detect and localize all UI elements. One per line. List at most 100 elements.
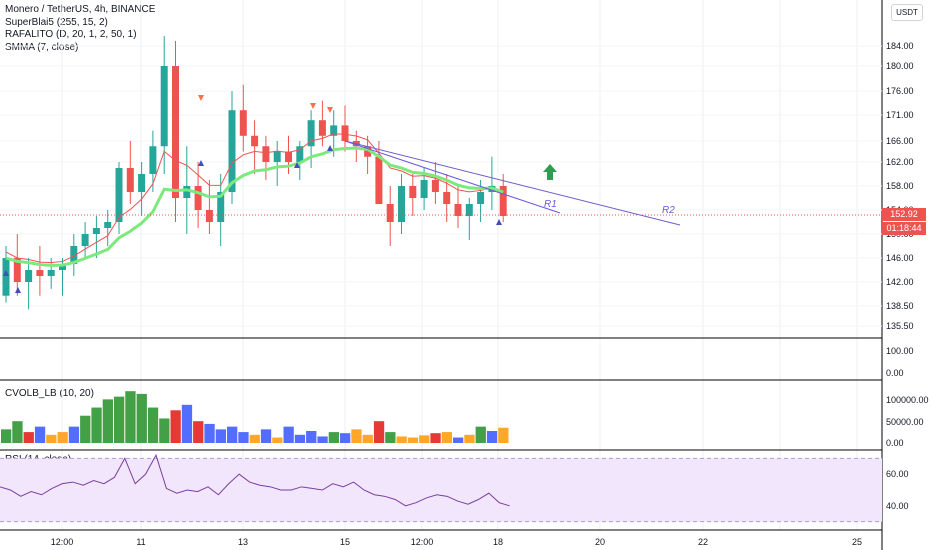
candle-body (2, 258, 10, 296)
smma-line (5, 146, 504, 267)
candle-body (149, 146, 157, 174)
cvol-legend[interactable]: CVOLB_LB (10, 20) (5, 388, 94, 399)
axis-tick-label: 176.00 (886, 86, 914, 96)
buy-signal-icon (294, 162, 300, 168)
cvol-bar (159, 418, 170, 443)
buy-signal-icon (496, 219, 502, 225)
axis-tick-label: 146.00 (886, 253, 914, 263)
cvol-bar (215, 429, 226, 443)
buy-signal-icon (327, 145, 333, 151)
trendline-r1 (344, 140, 561, 214)
cvol-bar (272, 437, 283, 443)
cvol-bar (136, 393, 147, 443)
cvol-bar (147, 407, 159, 443)
cvol-bar (181, 404, 193, 443)
axis-tick-label: 0.00 (886, 438, 904, 448)
cvol-bar (475, 426, 486, 443)
axis-tick-label: 0.00 (886, 368, 904, 378)
candle-body (194, 186, 202, 210)
axis-tick-label: 60.00 (886, 469, 909, 480)
candle-body (285, 151, 292, 162)
indicator-superblai5[interactable]: SuperBlai5 (255, 15, 2) (5, 16, 108, 28)
time-tick-label: 11 (136, 537, 146, 547)
cvol-bar (430, 433, 441, 443)
sell-signal-icon (198, 95, 204, 101)
cvol-bar (306, 431, 317, 443)
main-legend: Monero / TetherUS, 4h, BINANCE SuperBlai… (5, 4, 155, 54)
axis-tick-label: 162.00 (886, 157, 914, 167)
cvol-bar (260, 429, 272, 443)
axis-tick-label: 158.00 (886, 181, 914, 191)
cvol-bar (486, 431, 498, 443)
cvol-bar (317, 436, 328, 443)
candle-body (115, 168, 123, 222)
cvol-bar (125, 391, 136, 443)
indicator-rafalito[interactable]: RAFALITO (D, 20, 1, 2, 50, 1) (5, 29, 137, 40)
time-tick-label: 12:00 (50, 537, 74, 547)
candle-body (81, 234, 89, 246)
candle-body (92, 228, 100, 234)
cvol-bar (46, 434, 57, 443)
candle-body (364, 146, 372, 157)
last-price-tag: 152.92 (882, 208, 926, 221)
candle-body (59, 264, 66, 270)
candle-body (13, 258, 21, 282)
cvol-bar (170, 410, 181, 443)
time-tick-label: 20 (594, 537, 606, 547)
trendline-r2 (344, 140, 681, 226)
cvol-bar (328, 432, 339, 443)
candle-body (420, 180, 428, 198)
axis-tick-label: 171.00 (886, 110, 914, 120)
cvol-bar (498, 427, 509, 443)
axis-tick-label: 100.00 (886, 346, 914, 356)
axis-tick-label: 166.00 (886, 136, 914, 146)
axis-tick-label: 184.00 (886, 41, 914, 51)
rafalito-line (5, 133, 504, 264)
buy-signal-icon (3, 270, 9, 276)
symbol-label[interactable]: Monero / TetherUS, 4h, BINANCE (5, 4, 156, 15)
cvol-bar (351, 429, 362, 443)
sell-signal-icon (327, 107, 333, 113)
time-tick-label: 18 (492, 537, 504, 547)
candle-body (398, 186, 405, 222)
cvol-bar (249, 434, 260, 443)
candle-body (318, 120, 326, 136)
axis-tick-label: 142.00 (886, 277, 914, 287)
currency-button[interactable]: USDT (891, 4, 923, 21)
candle-body (409, 186, 417, 198)
candle-body (273, 151, 281, 162)
buy-signal-icon (198, 160, 204, 166)
candle-body (217, 192, 225, 222)
candle-body (70, 246, 78, 264)
candle-body (205, 210, 213, 222)
up-arrow-icon (543, 164, 557, 180)
candle-body (477, 192, 485, 204)
cvol-bar (57, 432, 68, 443)
axis-tick-label: 50000.00 (886, 417, 924, 427)
candle-body (375, 156, 383, 204)
cvol-bar (34, 426, 46, 443)
candle-body (239, 110, 247, 136)
candle-body (307, 120, 315, 147)
cvol-bar (396, 436, 407, 443)
candle-body (499, 186, 507, 216)
rsi-band (0, 458, 882, 522)
cvol-bar (464, 434, 475, 443)
candle-body (172, 66, 179, 198)
candle-body (25, 270, 33, 282)
axis-tick-label: 180.00 (886, 61, 914, 71)
candle-body (431, 180, 439, 192)
cvol-bar (407, 437, 419, 443)
indicator-smma[interactable]: SMMA (7, close) (5, 41, 79, 53)
axis-tick-label: 100000.00 (886, 395, 929, 405)
cvol-bar (204, 423, 215, 443)
candle-body (183, 186, 191, 198)
candle-body (262, 146, 270, 162)
axis-tick-label: 138.50 (886, 301, 914, 311)
cvol-bar (362, 434, 373, 443)
candle-body (454, 204, 462, 216)
time-tick-label: 12:00 (410, 537, 434, 547)
cvol-bar (227, 426, 238, 443)
time-tick-label: 15 (339, 537, 351, 547)
